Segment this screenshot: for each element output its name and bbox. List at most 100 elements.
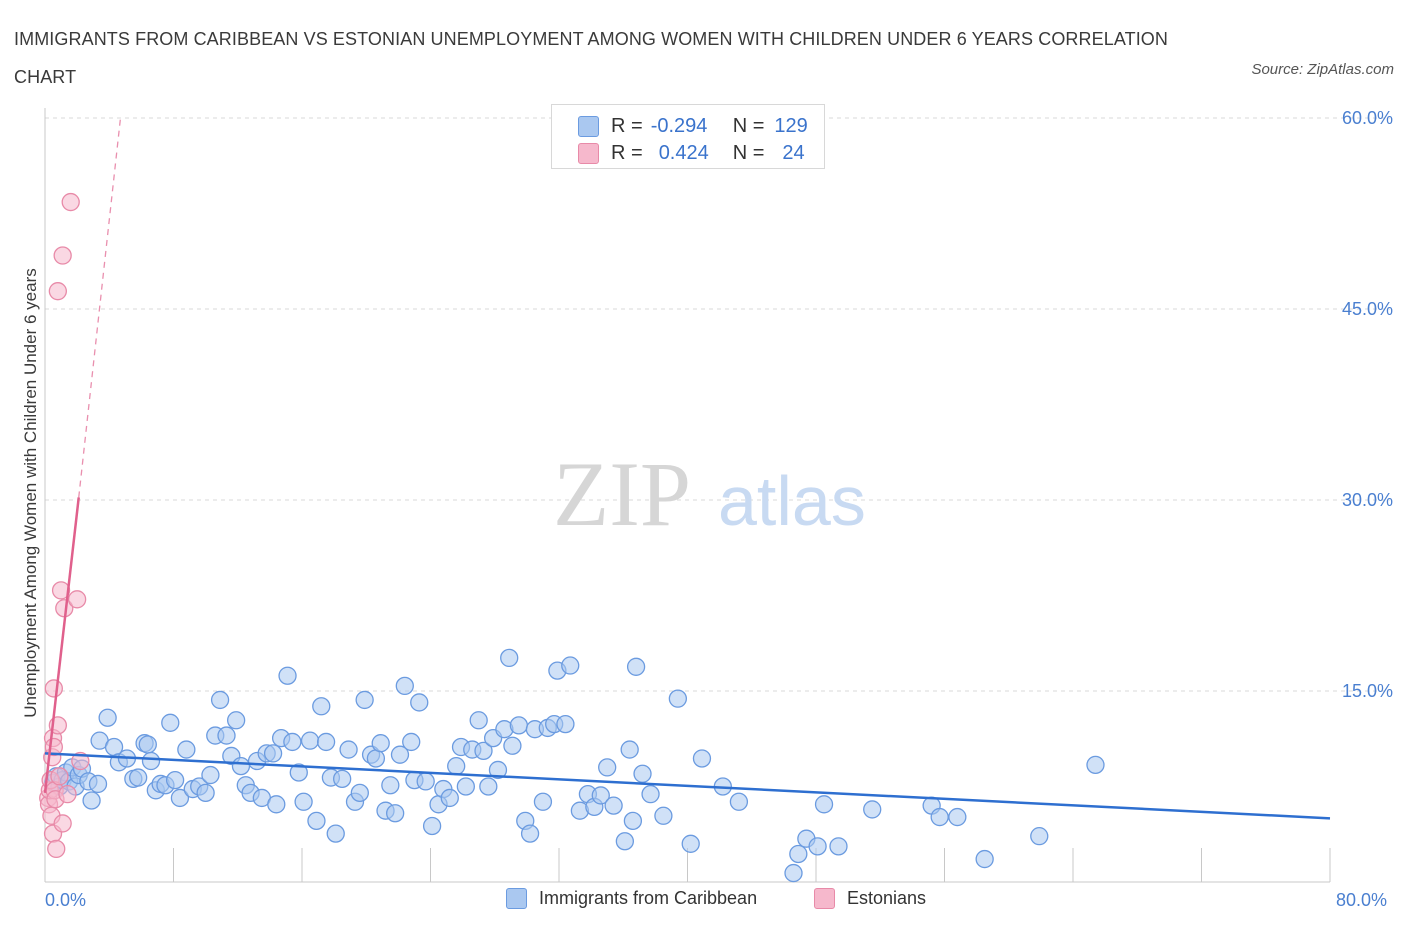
- source-label: Source: ZipAtlas.com: [1251, 61, 1394, 78]
- point-caribbean: [371, 734, 390, 753]
- point-caribbean: [170, 788, 190, 808]
- point-caribbean: [82, 791, 101, 810]
- point-caribbean: [231, 756, 251, 776]
- point-estonian: [47, 839, 66, 859]
- point-caribbean: [395, 676, 414, 696]
- point-caribbean: [729, 792, 749, 811]
- trend-line-caribbean: [44, 752, 1331, 820]
- point-caribbean: [201, 765, 220, 785]
- point-caribbean: [177, 740, 196, 759]
- legend-n-value: 129: [774, 114, 808, 137]
- point-caribbean: [196, 783, 215, 803]
- point-caribbean: [829, 837, 848, 856]
- point-caribbean: [366, 749, 386, 768]
- y-tick-label: 15.0%: [1342, 681, 1393, 701]
- point-caribbean: [226, 711, 246, 730]
- point-caribbean: [863, 800, 882, 819]
- point-caribbean: [129, 768, 148, 787]
- point-estonian: [53, 814, 72, 833]
- legend-r-label: R =: [611, 114, 643, 137]
- point-caribbean: [604, 796, 623, 815]
- legend-row-caribbean: R = -0.294 N = 129: [578, 113, 808, 139]
- gridlines: [45, 117, 1390, 692]
- trend-lines: [43, 117, 1331, 820]
- point-caribbean: [500, 648, 519, 668]
- point-caribbean: [333, 769, 352, 789]
- point-caribbean: [654, 806, 673, 825]
- legend-n-value: 24: [782, 141, 805, 164]
- point-caribbean: [138, 735, 157, 754]
- point-caribbean: [289, 763, 308, 782]
- point-caribbean: [615, 832, 635, 851]
- point-caribbean: [556, 714, 575, 734]
- point-caribbean: [263, 744, 283, 763]
- x-tick-min: 0.0%: [45, 890, 87, 910]
- point-caribbean: [278, 666, 297, 685]
- watermark: ZIP atlas: [553, 443, 866, 545]
- legend-n-label: N =: [732, 114, 765, 137]
- legend-swatch-blue: [578, 115, 599, 137]
- point-caribbean: [456, 777, 475, 796]
- point-caribbean: [561, 656, 580, 675]
- point-estonian: [44, 679, 63, 698]
- point-caribbean: [623, 811, 643, 831]
- point-caribbean: [165, 770, 185, 790]
- point-caribbean: [1030, 827, 1049, 846]
- point-caribbean: [161, 713, 180, 732]
- legend-label-caribbean: Immigrants from Caribbean: [539, 888, 758, 908]
- point-caribbean: [447, 756, 466, 776]
- point-caribbean: [975, 849, 994, 869]
- point-estonian: [50, 767, 69, 786]
- y-tick-label: 45.0%: [1342, 299, 1393, 319]
- legend-r-value: 0.424: [658, 141, 709, 164]
- point-caribbean: [300, 731, 320, 750]
- legend-row-estonians: R = 0.424 N = 24: [578, 140, 805, 166]
- point-caribbean: [307, 811, 326, 831]
- point-caribbean: [509, 716, 528, 735]
- point-caribbean: [598, 758, 617, 777]
- chart-title: IMMIGRANTS FROM CARIBBEAN VS ESTONIAN UN…: [14, 29, 1168, 87]
- point-caribbean: [283, 732, 302, 752]
- point-caribbean: [267, 795, 286, 814]
- point-caribbean: [402, 732, 421, 752]
- point-caribbean: [633, 764, 652, 783]
- point-caribbean: [620, 740, 639, 759]
- point-estonian: [51, 581, 71, 600]
- y-tick-label: 30.0%: [1342, 490, 1393, 510]
- bottom-legend-estonians: Estonians: [814, 888, 926, 909]
- point-caribbean: [326, 824, 345, 843]
- legend-r-label: R =: [611, 141, 643, 164]
- point-caribbean: [641, 784, 660, 804]
- point-caribbean: [474, 741, 493, 760]
- point-estonian: [61, 192, 80, 212]
- point-caribbean: [422, 816, 442, 836]
- legend-swatch-pink: [814, 888, 835, 909]
- point-caribbean: [789, 844, 808, 864]
- point-caribbean: [930, 807, 949, 827]
- point-caribbean: [520, 824, 540, 843]
- point-caribbean: [479, 777, 498, 796]
- point-caribbean: [948, 807, 967, 827]
- point-caribbean: [217, 726, 236, 745]
- trend-line-estonians: [43, 497, 80, 794]
- point-caribbean: [339, 740, 358, 759]
- bottom-legend-caribbean: Immigrants from Caribbean: [506, 888, 757, 909]
- point-caribbean: [410, 693, 429, 712]
- point-estonian: [58, 784, 77, 804]
- watermark-atlas: atlas: [718, 462, 866, 540]
- y-tick-label: 60.0%: [1342, 108, 1393, 128]
- point-caribbean: [98, 708, 117, 727]
- point-estonian: [53, 246, 72, 265]
- trend-line-estonians-extension: [78, 117, 122, 498]
- y-tick-labels: 15.0% 30.0% 45.0% 60.0%: [1342, 108, 1393, 701]
- point-caribbean: [784, 863, 803, 883]
- legend-swatch-pink: [578, 142, 599, 164]
- point-caribbean: [692, 749, 712, 768]
- point-caribbean: [440, 788, 459, 808]
- point-caribbean: [390, 745, 410, 764]
- point-caribbean: [668, 689, 688, 708]
- point-caribbean: [503, 736, 522, 755]
- point-estonian: [71, 751, 90, 771]
- point-caribbean: [141, 751, 161, 771]
